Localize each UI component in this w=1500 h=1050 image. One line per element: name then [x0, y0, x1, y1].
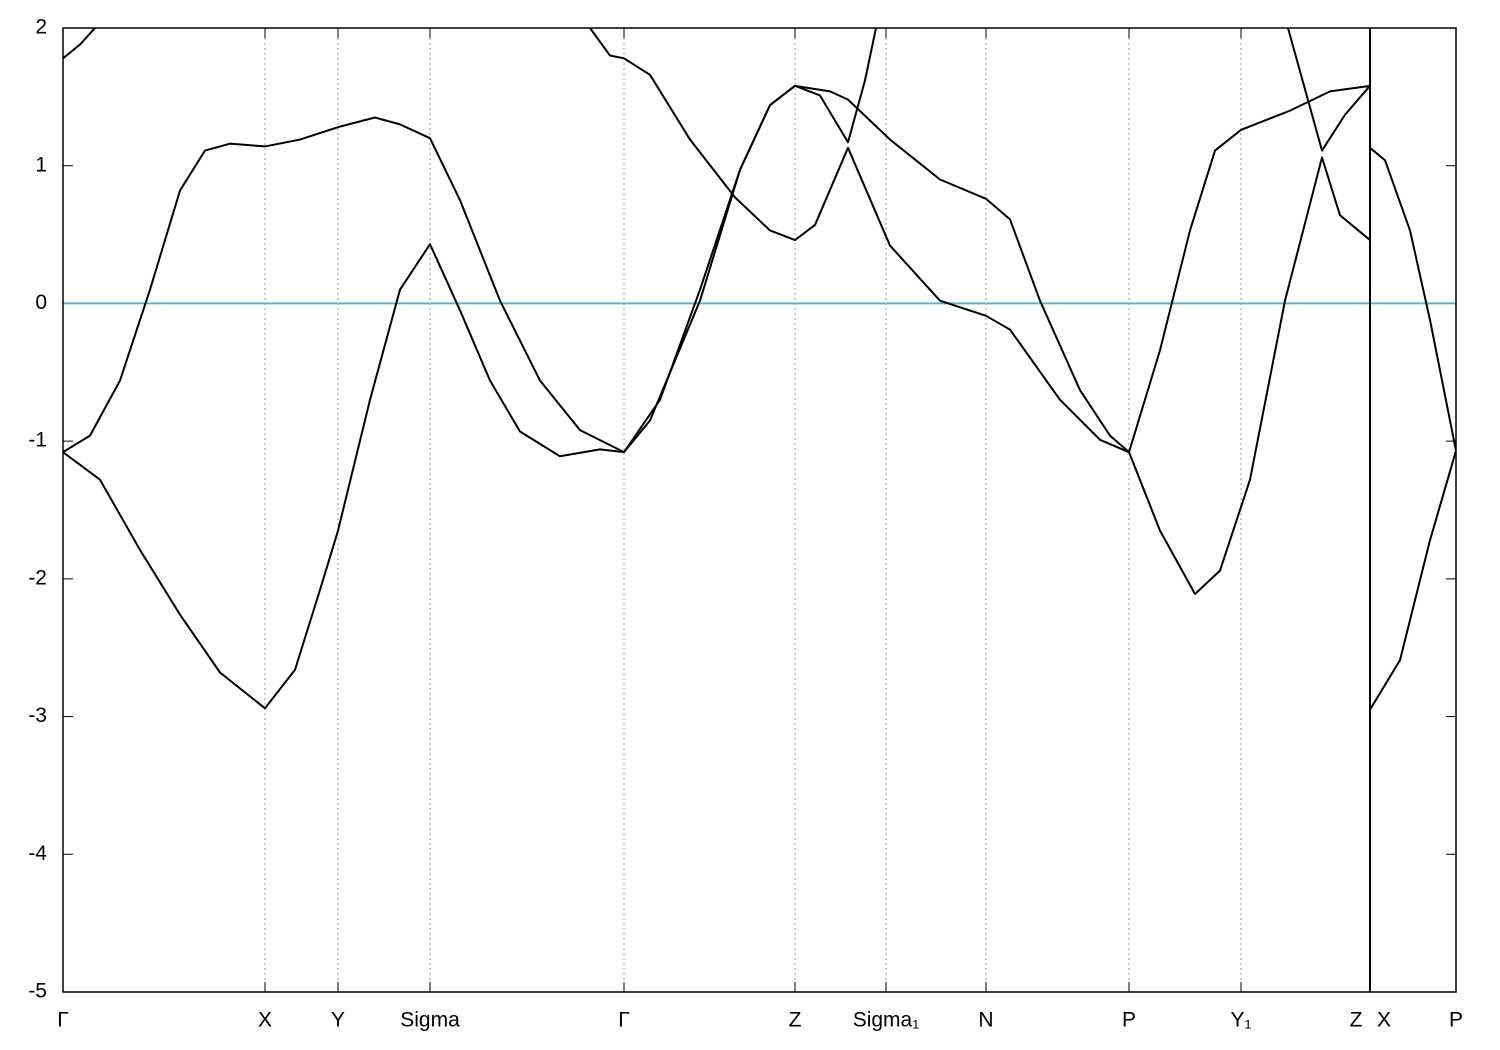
x-tick-label: Y	[331, 1009, 345, 1032]
band-line	[1287, 28, 1371, 152]
y-tick-label: 0	[35, 291, 47, 314]
y-tick-label: -2	[28, 566, 47, 589]
x-tick-label: Γ	[618, 1009, 630, 1032]
x-tick-label: Sigma₁	[853, 1009, 920, 1032]
x-tick-label: Z	[1350, 1009, 1363, 1032]
y-tick-label: 2	[35, 16, 47, 39]
bands	[63, 28, 1456, 711]
x-tick-label: Sigma	[400, 1009, 460, 1032]
band-line	[589, 28, 1456, 711]
y-tick-label: -3	[28, 704, 47, 727]
x-tick-label: P	[1449, 1009, 1463, 1032]
band-line	[63, 28, 96, 60]
x-tick-label: Γ	[57, 1009, 69, 1032]
x-tick-label: N	[978, 1009, 993, 1032]
band-line	[63, 28, 877, 710]
x-tick-label: X	[258, 1009, 272, 1032]
y-tick-label: 1	[35, 153, 47, 176]
y-tick-label: -1	[28, 429, 47, 452]
x-tick-label: P	[1122, 1009, 1136, 1032]
x-tick-label: Y₁	[1230, 1009, 1251, 1032]
y-tick-label: -5	[28, 980, 47, 1003]
plot-frame	[62, 27, 1457, 993]
x-tick-label: Z	[789, 1009, 802, 1032]
y-tick-label: -4	[28, 842, 47, 865]
x-tick-label: X	[1377, 1009, 1391, 1032]
